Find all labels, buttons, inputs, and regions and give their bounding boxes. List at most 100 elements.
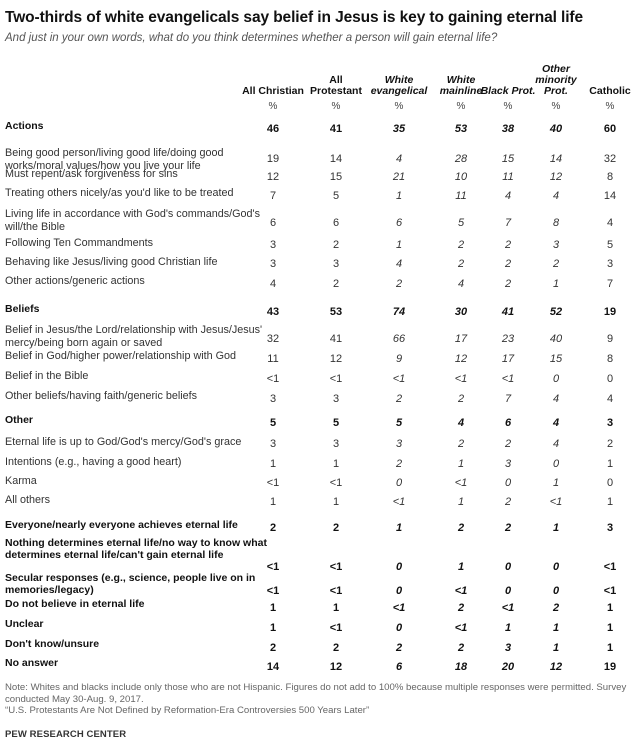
table-cell: 1 (332, 602, 340, 614)
table-cell: 20 (501, 661, 515, 673)
table-cell: 21 (392, 171, 406, 183)
percent-symbol: % (551, 101, 561, 112)
table-cell: 2 (504, 278, 512, 290)
table-cell: 74 (392, 306, 406, 318)
chart-subtitle: And just in your own words, what do you … (5, 32, 498, 44)
table-cell: 2 (504, 438, 512, 450)
table-cell: 1 (552, 622, 560, 634)
table-cell: 15 (549, 353, 563, 365)
table-cell: <1 (329, 477, 343, 489)
table-cell: 6 (332, 217, 340, 229)
table-cell: <1 (329, 585, 343, 597)
table-cell: 0 (504, 585, 512, 597)
source-credit: PEW RESEARCH CENTER (5, 729, 127, 740)
report-title: “U.S. Protestants Are Not Defined by Ref… (5, 705, 370, 716)
table-cell: 2 (504, 522, 512, 534)
table-cell: 53 (329, 306, 343, 318)
table-cell: 4 (457, 417, 465, 429)
table-cell: 7 (606, 278, 614, 290)
table-cell: 6 (395, 661, 403, 673)
table-cell: 12 (454, 353, 468, 365)
table-cell: 23 (501, 333, 515, 345)
row-label: Other actions/generic actions (5, 275, 145, 287)
table-cell: 35 (392, 123, 406, 135)
row-label: Secular responses (e.g., science, people… (5, 572, 256, 596)
table-cell: 0 (606, 373, 614, 385)
table-cell: 2 (332, 522, 340, 534)
table-cell: 1 (332, 458, 340, 470)
table-cell: 2 (395, 642, 403, 654)
row-label: Other beliefs/having faith/generic belie… (5, 390, 198, 402)
percent-symbol: % (605, 101, 615, 112)
column-header: White mainline (439, 74, 483, 97)
row-label: Belief in God/higher power/relationship … (5, 350, 237, 362)
table-cell: 4 (552, 393, 560, 405)
table-cell: 7 (504, 217, 512, 229)
table-cell: 3 (552, 239, 560, 251)
row-label: Karma (5, 475, 37, 487)
table-cell: 0 (395, 561, 403, 573)
table-cell: 4 (504, 190, 512, 202)
table-cell: 2 (457, 393, 465, 405)
table-cell: <1 (549, 496, 563, 508)
table-cell: 32 (603, 153, 617, 165)
table-cell: 1 (269, 602, 277, 614)
table-cell: <1 (266, 477, 280, 489)
table-cell: 2 (395, 278, 403, 290)
percent-symbol: % (394, 101, 404, 112)
row-label: Do not believe in eternal life (5, 598, 145, 610)
table-cell: 0 (606, 477, 614, 489)
row-label: Everyone/nearly everyone achieves eterna… (5, 519, 238, 531)
table-cell: 3 (269, 438, 277, 450)
table-cell: 19 (603, 661, 617, 673)
table-cell: 2 (606, 438, 614, 450)
table-cell: 3 (332, 393, 340, 405)
table-cell: 5 (269, 417, 277, 429)
table-cell: 2 (457, 258, 465, 270)
column-header: White evangelical (370, 74, 428, 97)
table-cell: 0 (504, 477, 512, 489)
table-cell: <1 (392, 602, 406, 614)
table-cell: 3 (504, 458, 512, 470)
table-cell: 52 (549, 306, 563, 318)
table-cell: 1 (606, 496, 614, 508)
table-cell: 2 (504, 496, 512, 508)
table-cell: 4 (552, 417, 560, 429)
table-cell: 38 (501, 123, 515, 135)
table-cell: 2 (552, 258, 560, 270)
table-cell: 0 (395, 622, 403, 634)
table-cell: 1 (332, 496, 340, 508)
table-cell: <1 (266, 373, 280, 385)
table-cell: 11 (267, 353, 279, 365)
row-label: Living life in accordance with God's com… (5, 208, 260, 233)
table-cell: 1 (457, 496, 465, 508)
table-cell: <1 (392, 496, 406, 508)
table-cell: 18 (454, 661, 468, 673)
table-cell: 4 (552, 190, 560, 202)
table-cell: 15 (501, 153, 515, 165)
row-label: Unclear (5, 618, 44, 630)
table-cell: 3 (269, 239, 277, 251)
table-cell: 11 (455, 190, 467, 202)
table-cell: 2 (269, 642, 277, 654)
table-cell: 3 (269, 258, 277, 270)
row-label: Behaving like Jesus/living good Christia… (5, 256, 218, 268)
table-cell: 6 (395, 217, 403, 229)
table-cell: <1 (266, 561, 280, 573)
table-cell: 8 (606, 353, 614, 365)
table-cell: 3 (395, 438, 403, 450)
table-cell: 60 (603, 123, 617, 135)
table-cell: 46 (266, 123, 280, 135)
row-label: Belief in Jesus/the Lord/relationship wi… (5, 324, 263, 349)
table-cell: 3 (332, 258, 340, 270)
table-cell: <1 (501, 373, 515, 385)
column-header: Black Prot. (480, 85, 536, 97)
percent-symbol: % (456, 101, 466, 112)
chart-title: Two-thirds of white evangelicals say bel… (5, 9, 583, 26)
percent-symbol: % (268, 101, 278, 112)
table-cell: 1 (606, 642, 614, 654)
table-cell: 5 (457, 217, 465, 229)
table-cell: <1 (501, 602, 515, 614)
table-cell: 3 (269, 393, 277, 405)
row-label: Eternal life is up to God/God's mercy/Go… (5, 436, 242, 448)
